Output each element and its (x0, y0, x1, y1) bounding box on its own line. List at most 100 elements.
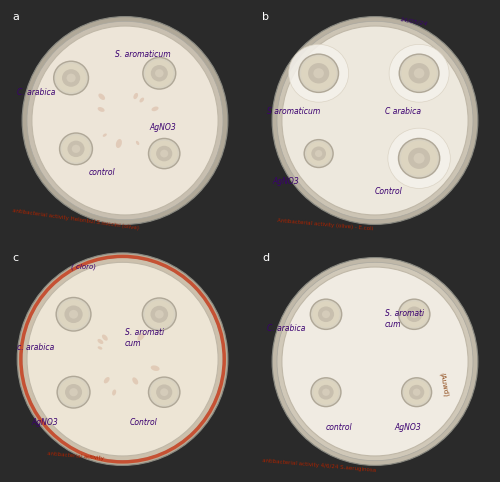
Circle shape (150, 306, 168, 323)
Text: b: b (262, 12, 270, 22)
Circle shape (398, 138, 440, 179)
Circle shape (143, 299, 176, 330)
Circle shape (148, 138, 180, 169)
Text: C. arabica: C. arabica (17, 88, 56, 97)
Circle shape (144, 300, 174, 328)
Ellipse shape (134, 93, 138, 99)
Text: Control: Control (375, 187, 403, 196)
Ellipse shape (282, 26, 468, 215)
Circle shape (398, 54, 440, 93)
Ellipse shape (22, 257, 223, 461)
Ellipse shape (98, 346, 102, 349)
Circle shape (150, 139, 179, 168)
Text: S. aromati
cum: S. aromati cum (125, 328, 164, 348)
Ellipse shape (102, 335, 108, 341)
Circle shape (314, 380, 338, 404)
Circle shape (408, 63, 430, 83)
Circle shape (56, 297, 92, 332)
Ellipse shape (98, 339, 103, 344)
Circle shape (389, 44, 449, 102)
Text: antibacterial activity 4/6/24 S.aeruginosa: antibacterial activity 4/6/24 S.aerugino… (262, 458, 376, 473)
Text: Control: Control (130, 418, 158, 428)
Circle shape (312, 147, 326, 161)
Circle shape (312, 301, 340, 327)
Text: antibacterial activity: antibacterial activity (46, 451, 104, 461)
Circle shape (404, 380, 429, 404)
Text: 14/05/24: 14/05/24 (400, 16, 428, 26)
Circle shape (314, 68, 324, 79)
Circle shape (155, 310, 164, 319)
Circle shape (398, 298, 430, 330)
Circle shape (409, 385, 424, 400)
Circle shape (308, 63, 329, 83)
Circle shape (400, 141, 438, 176)
Circle shape (150, 378, 179, 407)
Ellipse shape (152, 107, 158, 111)
Ellipse shape (277, 262, 473, 461)
Ellipse shape (136, 141, 140, 145)
Ellipse shape (27, 21, 223, 220)
Circle shape (298, 54, 339, 93)
Circle shape (300, 55, 338, 92)
Circle shape (57, 298, 90, 330)
Text: ( cloro): ( cloro) (71, 264, 96, 270)
Ellipse shape (116, 139, 122, 148)
Circle shape (310, 298, 342, 330)
Circle shape (400, 55, 438, 92)
Ellipse shape (98, 94, 105, 100)
Ellipse shape (104, 377, 110, 383)
Circle shape (414, 68, 424, 79)
Ellipse shape (102, 134, 107, 137)
Circle shape (148, 376, 180, 408)
Text: a: a (12, 12, 19, 22)
Circle shape (54, 62, 88, 94)
Circle shape (413, 388, 420, 396)
Text: antibacterial activity Helonbul S.succini (olive): antibacterial activity Helonbul S.succin… (12, 208, 140, 231)
Circle shape (64, 306, 82, 323)
Circle shape (151, 65, 168, 81)
Circle shape (318, 385, 334, 400)
Circle shape (156, 385, 172, 400)
Text: AgNO3: AgNO3 (32, 418, 58, 428)
Circle shape (305, 140, 332, 167)
Ellipse shape (272, 257, 478, 466)
Circle shape (59, 133, 93, 165)
Ellipse shape (22, 16, 228, 225)
Circle shape (150, 141, 178, 167)
Text: S. aromaticum: S. aromaticum (115, 50, 171, 59)
Circle shape (310, 377, 342, 407)
Ellipse shape (282, 267, 468, 456)
Text: (Auwd): (Auwd) (438, 372, 450, 398)
Circle shape (144, 58, 175, 88)
Circle shape (145, 60, 174, 87)
Circle shape (56, 63, 86, 93)
Text: control: control (326, 423, 352, 432)
Text: AgNO3: AgNO3 (150, 123, 176, 132)
Circle shape (156, 146, 172, 161)
Text: C arabica: C arabica (385, 107, 421, 116)
Circle shape (410, 310, 418, 318)
Circle shape (60, 378, 88, 406)
Ellipse shape (17, 253, 228, 466)
Ellipse shape (138, 333, 144, 341)
Circle shape (408, 147, 430, 169)
Circle shape (301, 56, 336, 90)
Circle shape (311, 300, 341, 329)
Ellipse shape (32, 26, 218, 215)
Circle shape (62, 69, 80, 87)
Circle shape (150, 379, 178, 405)
Text: AgNO3: AgNO3 (272, 177, 299, 187)
Circle shape (160, 150, 168, 158)
Circle shape (312, 378, 340, 406)
Circle shape (400, 300, 429, 329)
Ellipse shape (150, 365, 160, 371)
Circle shape (306, 142, 331, 165)
Circle shape (68, 141, 84, 157)
Circle shape (66, 74, 76, 82)
Text: control: control (88, 168, 115, 177)
Text: S. aromati
cum: S. aromati cum (385, 309, 424, 329)
Circle shape (402, 56, 436, 90)
Circle shape (142, 297, 177, 331)
Circle shape (288, 44, 348, 102)
Circle shape (65, 384, 82, 401)
